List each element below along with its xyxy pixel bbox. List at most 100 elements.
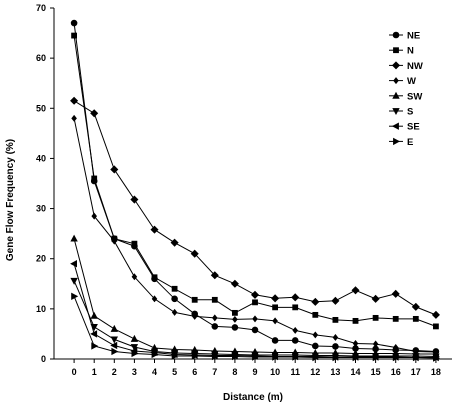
data-point-w: [111, 237, 118, 245]
data-point-e: [151, 350, 159, 359]
legend-marker-sw: [392, 91, 400, 99]
data-point-ne: [231, 324, 239, 331]
legend-label: W: [407, 76, 416, 87]
data-point-w: [191, 312, 198, 320]
series-line-nw: [73, 100, 437, 316]
x-tick-label: 9: [253, 367, 258, 377]
data-point-nw: [110, 165, 119, 174]
data-point-nw: [150, 225, 159, 234]
data-point-w: [272, 317, 278, 325]
x-tick-label: 3: [132, 367, 137, 377]
series-line-se: [73, 263, 436, 358]
data-point-nw: [371, 294, 380, 303]
data-point-n: [131, 240, 138, 247]
data-point-n: [151, 274, 158, 281]
data-point-ne: [332, 343, 339, 350]
legend-item-se: SE: [389, 122, 420, 133]
data-point-nw: [291, 293, 300, 302]
data-point-n: [252, 299, 258, 306]
data-point-n: [412, 315, 419, 322]
data-point-n: [372, 314, 379, 321]
legend-label: SE: [407, 122, 420, 133]
legend-item-sw: SW: [389, 91, 422, 102]
y-tick-label: 20: [36, 254, 46, 264]
data-point-n: [332, 316, 339, 323]
data-point-w: [212, 314, 218, 322]
x-tick-label: 7: [212, 367, 217, 377]
series-n: [71, 32, 439, 330]
data-point-e: [211, 352, 219, 361]
x-tick-label: 16: [391, 367, 401, 377]
data-point-e: [232, 352, 239, 361]
data-point-s: [70, 277, 78, 285]
data-point-nw: [230, 279, 239, 288]
data-point-n: [292, 304, 299, 311]
data-point-w: [312, 331, 319, 339]
y-axis-title: Gene Flow Frequency (%): [5, 139, 16, 261]
data-point-nw: [391, 289, 400, 298]
data-point-ne: [70, 19, 78, 27]
data-point-nw: [210, 271, 219, 280]
data-point-w: [372, 340, 379, 348]
data-point-e: [191, 352, 199, 360]
data-point-s: [110, 336, 119, 344]
data-point-sw: [90, 311, 98, 319]
data-point-ne: [171, 295, 178, 303]
data-point-e: [433, 354, 440, 362]
data-point-nw: [190, 249, 199, 258]
legend-item-n: N: [389, 46, 414, 57]
legend-marker-ne: [392, 31, 400, 39]
data-point-nw: [311, 297, 320, 306]
data-point-sw: [70, 234, 78, 242]
legend-item-ne: NE: [389, 31, 420, 42]
data-point-se: [90, 330, 98, 338]
x-tick-label: 8: [232, 367, 237, 377]
y-tick-label: 70: [36, 3, 46, 13]
series-nw: [70, 96, 440, 319]
x-tick-label: 14: [351, 367, 361, 377]
data-point-w: [232, 315, 238, 323]
x-tick-label: 1: [92, 367, 97, 377]
data-point-e: [332, 353, 340, 362]
legend-marker-se: [391, 122, 399, 130]
data-point-n: [433, 323, 439, 330]
x-tick-label: 10: [270, 367, 280, 377]
legend-item-e: E: [389, 137, 413, 148]
data-point-n: [312, 311, 319, 318]
x-tick-label: 11: [290, 367, 300, 377]
data-point-n: [171, 285, 178, 292]
x-tick-label: 5: [172, 367, 177, 377]
legend: NE N NW W SW S SE E: [389, 31, 423, 148]
legend-marker-s: [392, 108, 400, 116]
y-tick-label: 60: [36, 53, 46, 63]
data-point-w: [171, 308, 178, 316]
x-tick-label: 15: [371, 367, 381, 377]
data-point-ne: [312, 342, 319, 350]
data-point-se: [110, 341, 118, 350]
x-tick-label: 6: [192, 367, 197, 377]
y-tick-label: 30: [36, 204, 46, 214]
data-point-ne: [251, 326, 259, 334]
legend-label: S: [407, 107, 413, 118]
legend-marker-w: [393, 77, 399, 85]
x-tick-label: 18: [431, 367, 441, 377]
x-tick-label: 2: [112, 367, 117, 377]
data-point-nw: [411, 302, 420, 311]
data-point-e: [131, 349, 139, 358]
data-point-sw: [130, 334, 139, 342]
legend-label: N: [407, 46, 414, 57]
legend-item-nw: NW: [389, 61, 423, 72]
x-axis-title: Distance (m): [223, 392, 283, 403]
data-point-w: [252, 315, 258, 323]
legend-item-w: W: [389, 76, 416, 87]
data-point-n: [71, 32, 78, 39]
data-point-w: [292, 326, 298, 334]
data-point-e: [272, 353, 280, 361]
legend-label: NW: [407, 61, 423, 72]
data-point-nw: [331, 296, 340, 305]
data-point-e: [111, 347, 119, 356]
legend-item-s: S: [389, 107, 413, 118]
data-point-n: [272, 304, 279, 311]
axes: [53, 8, 452, 360]
